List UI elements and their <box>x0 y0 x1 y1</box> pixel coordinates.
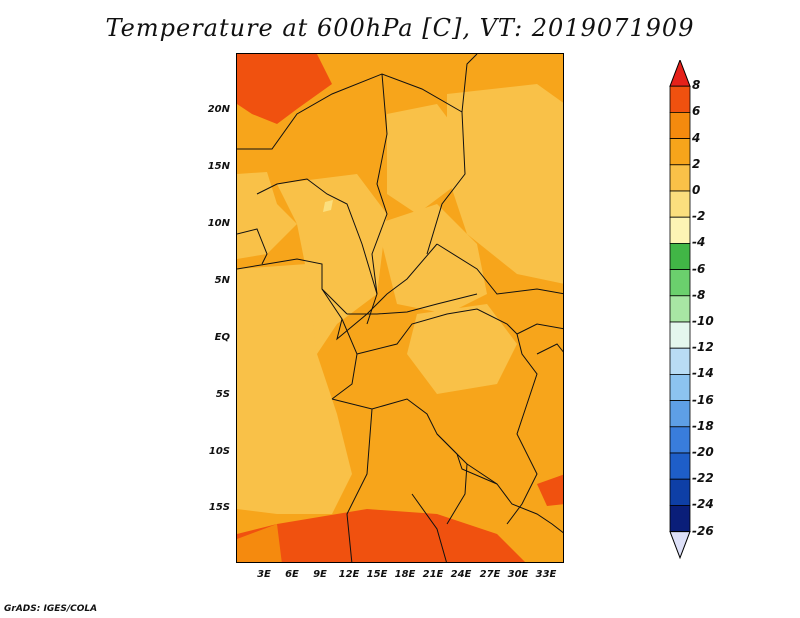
grads-credit: GrADS: IGES/COLA <box>4 604 98 614</box>
colorbar-tick-label: 4 <box>692 130 701 145</box>
colorbar-bin <box>669 138 691 166</box>
lon-label: 30E <box>507 569 529 580</box>
lon-label: 27E <box>479 569 501 580</box>
lat-label: 10N <box>207 218 230 229</box>
colorbar-bin <box>669 112 691 140</box>
colorbar-tick-label: 8 <box>692 78 701 93</box>
colorbar-tick-label: 0 <box>692 183 701 197</box>
colorbar-bottom-arrow <box>669 531 691 560</box>
colorbar-tick-label: -8 <box>692 287 706 302</box>
lon-label: 33E <box>535 569 557 580</box>
colorbar-tick-label: 6 <box>692 104 701 119</box>
lat-label: 5S <box>215 389 230 400</box>
colorbar-bin <box>669 504 691 532</box>
colorbar-tick-label: -18 <box>692 418 714 433</box>
colorbar-tick-label: -4 <box>692 235 706 250</box>
colorbar-bin <box>669 295 691 323</box>
map-plot-area <box>236 53 564 563</box>
colorbar-tick-label: -24 <box>692 497 714 512</box>
lat-label: EQ <box>214 332 230 343</box>
colorbar-tick-label: -22 <box>692 471 714 486</box>
colorbar-bin <box>669 190 691 218</box>
colorbar <box>669 60 691 560</box>
colorbar-bin <box>669 373 691 401</box>
colorbar-tick-label: -26 <box>692 523 714 538</box>
colorbar-bin <box>669 426 691 454</box>
colorbar-bin <box>669 347 691 375</box>
lon-label: 21E <box>422 569 444 580</box>
colorbar-bin <box>669 321 691 349</box>
lon-label: 9E <box>313 569 327 580</box>
colorbar-tick-label: -12 <box>692 340 714 355</box>
lat-label: 20N <box>207 104 230 115</box>
colorbar-top-arrow <box>669 60 691 87</box>
lon-label: 24E <box>450 569 472 580</box>
colorbar-bin <box>669 216 691 244</box>
lon-label: 3E <box>257 569 271 580</box>
colorbar-tick-label: 2 <box>692 156 701 171</box>
lat-label: 5N <box>214 275 230 286</box>
lon-label: 18E <box>394 569 416 580</box>
colorbar-bin <box>669 478 691 506</box>
colorbar-tick-label: -10 <box>692 314 714 328</box>
colorbar-bin <box>669 242 691 270</box>
colorbar-tick-label: -2 <box>692 209 706 224</box>
lon-label: 12E <box>338 569 360 580</box>
colorbar-tick-label: -6 <box>692 261 706 276</box>
temperature-field <box>237 54 563 562</box>
colorbar-bin <box>669 400 691 428</box>
map-title: Temperature at 600hPa [C], VT: 201907190… <box>105 14 695 42</box>
colorbar-tick-label: -20 <box>692 445 714 459</box>
colorbar-bin <box>669 164 691 192</box>
colorbar-tick-label: -16 <box>692 392 714 407</box>
lat-label: 15N <box>207 161 230 172</box>
colorbar-bin <box>669 452 691 480</box>
colorbar-tick-label: -14 <box>692 366 714 381</box>
lat-label: 10S <box>208 446 230 457</box>
colorbar-bin <box>669 269 691 297</box>
colorbar-bin <box>669 85 691 113</box>
lon-label: 15E <box>366 569 388 580</box>
lon-label: 6E <box>285 569 299 580</box>
lat-label: 15S <box>208 502 230 513</box>
